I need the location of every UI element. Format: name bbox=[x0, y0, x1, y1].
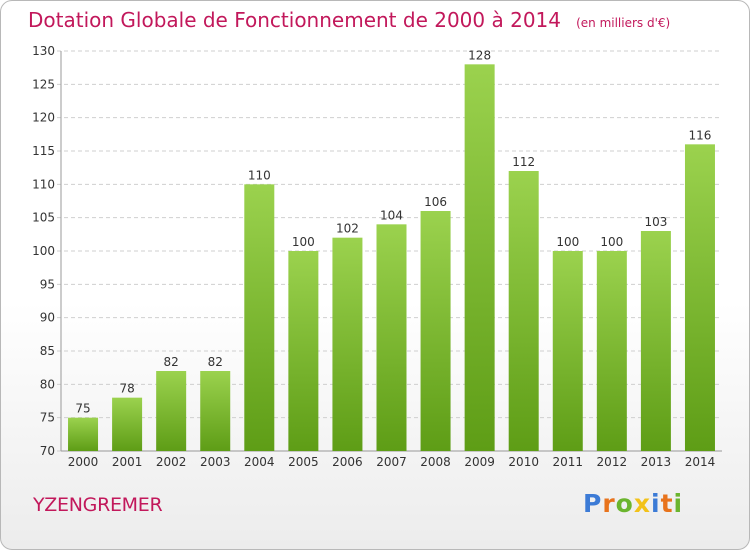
y-tick-label: 115 bbox=[32, 144, 55, 158]
data-label: 100 bbox=[556, 235, 579, 249]
x-tick-label: 2005 bbox=[288, 455, 319, 469]
bar-2011 bbox=[552, 251, 583, 451]
title-row: Dotation Globale de Fonctionnement de 20… bbox=[28, 8, 670, 32]
commune-name: YZENGREMER bbox=[33, 494, 163, 516]
data-label: 128 bbox=[468, 48, 491, 62]
x-tick-label: 2003 bbox=[200, 455, 231, 469]
bar-2006 bbox=[332, 237, 363, 451]
y-tick-label: 80 bbox=[40, 377, 55, 391]
bar-2001 bbox=[112, 397, 143, 451]
bar-2002 bbox=[156, 371, 187, 451]
data-label: 103 bbox=[644, 215, 667, 229]
logo-letter: P bbox=[583, 489, 603, 518]
logo-letter: x bbox=[633, 489, 651, 518]
y-tick-label: 70 bbox=[40, 444, 55, 458]
bar-2009 bbox=[464, 64, 495, 451]
y-tick-label: 110 bbox=[32, 177, 55, 191]
bar-2000 bbox=[68, 417, 99, 451]
logo-letter: i bbox=[673, 489, 684, 518]
data-label: 78 bbox=[119, 382, 134, 396]
x-tick-label: 2007 bbox=[376, 455, 407, 469]
bar-layer bbox=[68, 64, 715, 452]
y-tick-label: 105 bbox=[32, 211, 55, 225]
y-tick-label: 90 bbox=[40, 311, 55, 325]
data-label: 82 bbox=[208, 355, 223, 369]
logo-letter: o bbox=[615, 489, 634, 518]
x-tick-label: 2004 bbox=[244, 455, 275, 469]
data-label: 100 bbox=[292, 235, 315, 249]
bar-2012 bbox=[596, 251, 627, 451]
y-tick-label: 120 bbox=[32, 111, 55, 125]
data-label: 102 bbox=[336, 222, 359, 236]
bar-2014 bbox=[684, 144, 715, 452]
label-layer: 70 75 80 85 90 95 100 105 110 115 120 125 130 75 2000 7… bbox=[32, 44, 715, 469]
proxiti-logo[interactable]: Proxiti bbox=[583, 489, 683, 518]
data-label: 104 bbox=[380, 208, 403, 222]
chart-title: Dotation Globale de Fonctionnement de 20… bbox=[28, 8, 561, 32]
x-tick-label: 2000 bbox=[68, 455, 99, 469]
x-tick-label: 2008 bbox=[420, 455, 451, 469]
x-tick-label: 2006 bbox=[332, 455, 363, 469]
y-tick-label: 75 bbox=[40, 411, 55, 425]
bar-2008 bbox=[420, 211, 451, 451]
bar-2007 bbox=[376, 224, 407, 451]
bar-2013 bbox=[640, 231, 671, 451]
logo-letter: t bbox=[660, 489, 674, 518]
data-label: 75 bbox=[75, 402, 90, 416]
logo-letter: r bbox=[602, 489, 616, 518]
y-tick-label: 125 bbox=[32, 77, 55, 91]
x-tick-label: 2013 bbox=[641, 455, 672, 469]
y-tick-label: 85 bbox=[40, 344, 55, 358]
unit-note: (en milliers d'€) bbox=[576, 16, 671, 30]
bar-2003 bbox=[200, 371, 231, 451]
bar-2005 bbox=[288, 251, 319, 451]
data-label: 116 bbox=[689, 128, 712, 142]
y-tick-label: 130 bbox=[32, 44, 55, 58]
data-label: 112 bbox=[512, 155, 535, 169]
bar-2010 bbox=[508, 171, 539, 451]
x-tick-label: 2010 bbox=[508, 455, 539, 469]
x-tick-label: 2002 bbox=[156, 455, 187, 469]
data-label: 82 bbox=[164, 355, 179, 369]
data-label: 110 bbox=[248, 168, 271, 182]
bar-2004 bbox=[244, 184, 275, 452]
data-label: 106 bbox=[424, 195, 447, 209]
x-tick-label: 2009 bbox=[464, 455, 495, 469]
logo-letter: i bbox=[651, 489, 661, 518]
y-tick-label: 95 bbox=[40, 277, 55, 291]
x-tick-label: 2001 bbox=[112, 455, 143, 469]
x-tick-label: 2011 bbox=[552, 455, 583, 469]
data-label: 100 bbox=[600, 235, 623, 249]
x-tick-label: 2014 bbox=[685, 455, 716, 469]
y-tick-label: 100 bbox=[32, 244, 55, 258]
x-tick-label: 2012 bbox=[597, 455, 628, 469]
